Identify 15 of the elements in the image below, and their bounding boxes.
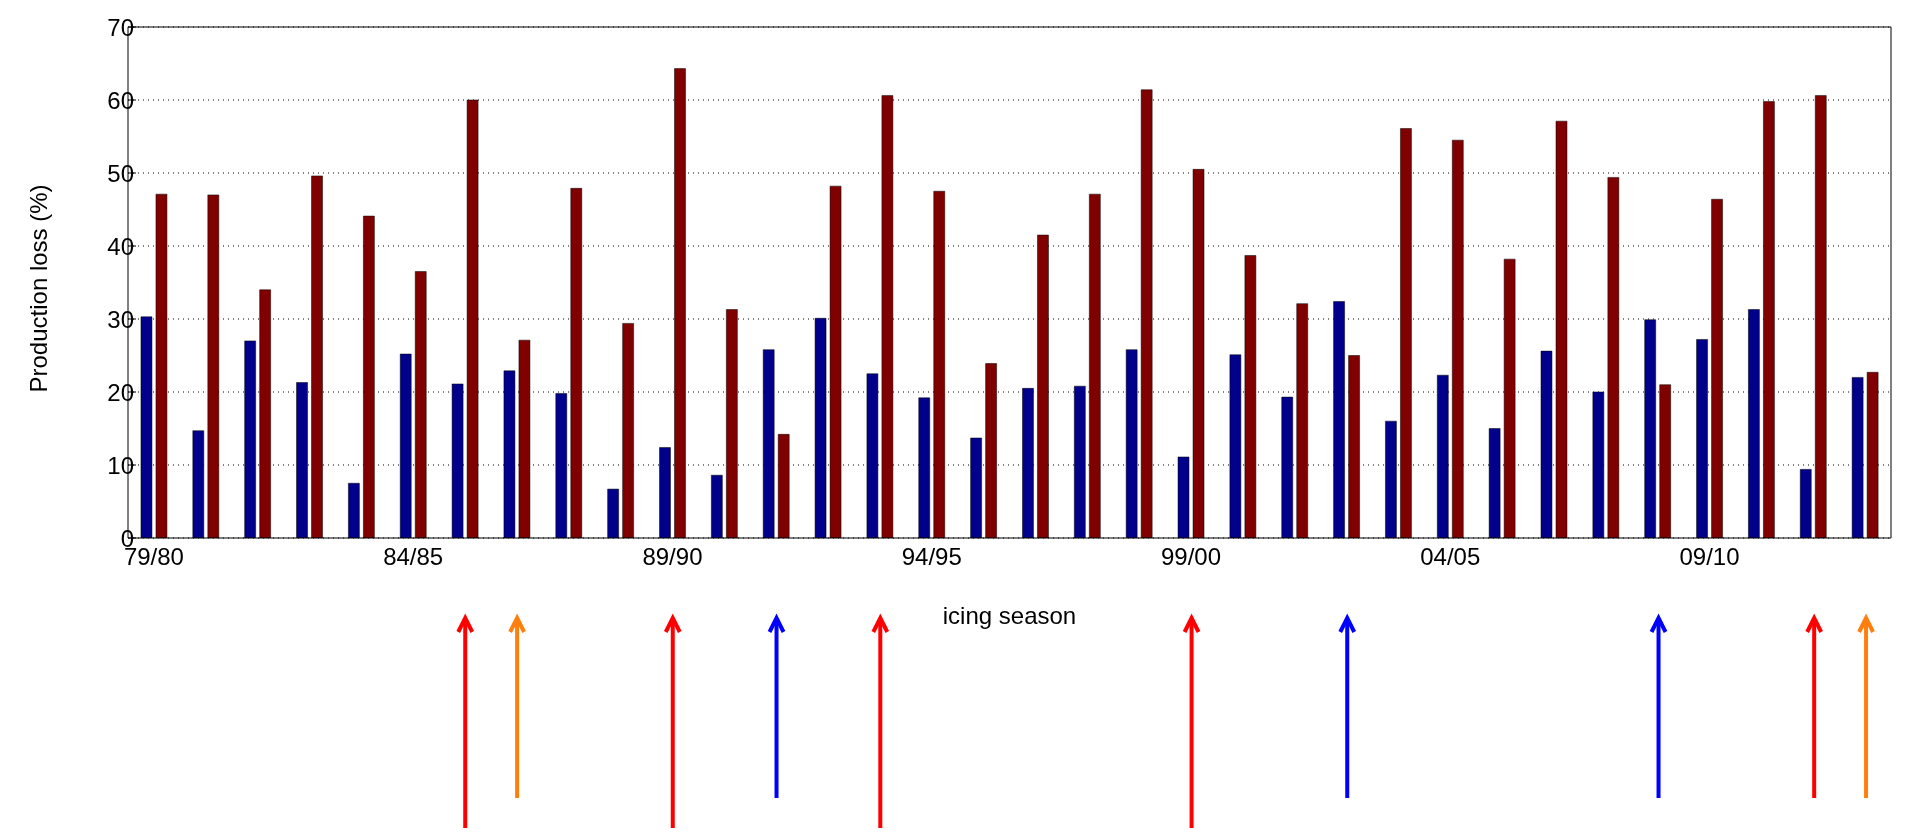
x-tick-label: 84/85 (383, 543, 444, 571)
y-axis-title: Production loss (%) (24, 184, 52, 393)
x-tick-label: 99/00 (1160, 543, 1222, 571)
y-tick-label: 70 (107, 13, 134, 41)
x-tick-label: 94/95 (901, 543, 962, 571)
y-tick-label: 30 (107, 305, 134, 333)
x-axis-title: icing season (942, 602, 1077, 629)
x-tick-label: 09/10 (1679, 543, 1740, 571)
y-tick-label: 20 (107, 378, 134, 406)
y-tick-label: 60 (107, 86, 134, 114)
x-tick-label: 89/90 (642, 543, 703, 571)
y-tick-label: 50 (107, 159, 134, 187)
y-tick-label: 40 (107, 232, 134, 260)
y-tick-label: 10 (107, 451, 134, 479)
x-tick-label: 04/05 (1420, 543, 1481, 571)
